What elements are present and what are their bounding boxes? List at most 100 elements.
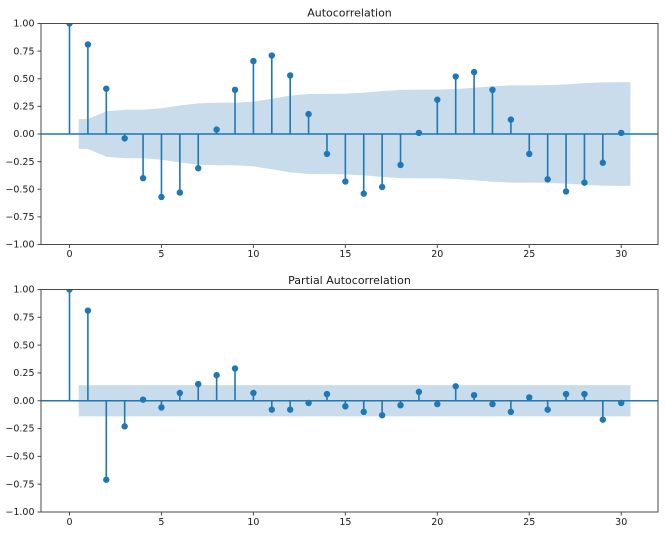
- stem-marker: [66, 289, 73, 293]
- stem-marker: [268, 52, 276, 59]
- stem-marker: [342, 178, 349, 185]
- stem-marker: [397, 402, 404, 409]
- stem-marker: [121, 423, 128, 430]
- x-tick-label: 15: [339, 249, 351, 260]
- stem-marker: [84, 307, 92, 314]
- stem-marker: [489, 86, 496, 94]
- stem-marker: [305, 110, 312, 118]
- stem-marker: [103, 85, 110, 92]
- stem-marker: [470, 391, 478, 399]
- x-tick-label: 25: [523, 249, 535, 260]
- plot-area: [41, 23, 658, 201]
- x-tick-label: 20: [431, 249, 443, 260]
- stem-marker: [618, 129, 625, 137]
- stem-marker: [176, 389, 184, 397]
- stem-marker: [176, 189, 184, 196]
- stem-marker: [599, 416, 607, 423]
- stem-marker: [268, 406, 276, 413]
- y-tick-label: 0.00: [13, 129, 34, 140]
- pacf-title: Partial Autocorrelation: [288, 274, 411, 287]
- stem-marker: [213, 126, 220, 133]
- stem-marker: [618, 399, 625, 407]
- stem-marker: [507, 116, 515, 123]
- stem-marker: [562, 188, 570, 195]
- stem-marker: [231, 365, 239, 372]
- x-tick-label: 10: [247, 517, 259, 528]
- x-tick-label: 30: [615, 517, 627, 528]
- y-tick-label: 0.25: [13, 102, 34, 113]
- x-tick-label: 5: [158, 517, 164, 528]
- stem-marker: [286, 72, 294, 79]
- stem-marker: [581, 390, 588, 398]
- stem-marker: [360, 408, 367, 416]
- stem-marker: [195, 165, 202, 172]
- stem-marker: [305, 399, 312, 407]
- stem-marker: [581, 179, 588, 186]
- y-tick-label: 0.50: [13, 340, 34, 351]
- stem-marker: [378, 412, 386, 419]
- stem-marker: [342, 403, 349, 410]
- plot-area: [41, 289, 658, 483]
- stem-marker: [526, 394, 533, 401]
- stem-marker: [286, 406, 294, 413]
- stem-marker: [158, 193, 165, 201]
- acf-plot: 0 5 10 15 20 25 30 1.00 0.75 0.50 0.25 0.00 −0.25 −0.…: [5, 19, 659, 260]
- stem-marker: [434, 400, 441, 408]
- stem-marker: [452, 383, 459, 390]
- stem-marker: [103, 476, 110, 483]
- y-tick-label: −0.50: [5, 184, 34, 195]
- y-tick-label: −0.75: [5, 479, 34, 490]
- stem-marker: [452, 73, 459, 80]
- pacf-plot: 0 5 10 15 20 25 30 1.00 0.75 0.50 0.25 0.00 −0.25 −0.…: [5, 285, 659, 528]
- stem-marker: [470, 68, 478, 76]
- stem-marker: [84, 41, 92, 48]
- stem-marker: [415, 129, 423, 137]
- x-tick-label: 0: [66, 517, 72, 528]
- y-tick-label: 0.25: [13, 368, 34, 379]
- stem-marker: [378, 183, 386, 191]
- stem-marker: [526, 150, 533, 158]
- y-tick-label: −0.25: [5, 424, 34, 435]
- x-tick-label: 30: [615, 249, 627, 260]
- y-tick-label: 0.75: [13, 312, 34, 323]
- stem-marker: [213, 371, 220, 379]
- y-tick-label: 0.00: [13, 396, 34, 407]
- x-tick-label: 0: [66, 249, 72, 260]
- stem-marker: [195, 380, 202, 388]
- x-tick-label: 25: [523, 517, 535, 528]
- y-tick-label: 0.50: [13, 74, 34, 85]
- stem-marker: [544, 406, 551, 413]
- stem-marker: [562, 390, 570, 398]
- stem-marker: [489, 400, 496, 408]
- stem-marker: [507, 408, 515, 416]
- acf-title: Autocorrelation: [307, 7, 392, 20]
- stem-marker: [599, 159, 607, 166]
- stem-marker: [250, 57, 257, 65]
- y-tick-label: 0.75: [13, 46, 34, 57]
- x-tick-label: 10: [247, 249, 259, 260]
- stem-marker: [158, 404, 165, 411]
- stem-marker: [66, 23, 73, 27]
- y-tick-label: −0.25: [5, 157, 34, 168]
- x-tick-label: 15: [339, 517, 351, 528]
- stem-marker: [360, 190, 367, 197]
- y-tick-label: −0.50: [5, 452, 34, 463]
- stem-marker: [415, 388, 423, 396]
- stem-marker: [323, 150, 331, 158]
- x-tick-label: 5: [158, 249, 164, 260]
- stem-marker: [231, 86, 239, 94]
- x-tick-label: 20: [431, 517, 443, 528]
- y-tick-label: 1.00: [13, 19, 34, 30]
- y-tick-label: 1.00: [13, 285, 34, 296]
- stem-marker: [139, 175, 147, 182]
- y-tick-label: −1.00: [5, 240, 34, 251]
- stem-marker: [544, 176, 551, 183]
- stem-marker: [323, 390, 331, 398]
- stem-marker: [434, 96, 441, 103]
- y-tick-label: −0.75: [5, 212, 34, 223]
- stem-marker: [121, 135, 128, 142]
- stem-marker: [139, 396, 147, 403]
- stem-marker: [250, 389, 257, 397]
